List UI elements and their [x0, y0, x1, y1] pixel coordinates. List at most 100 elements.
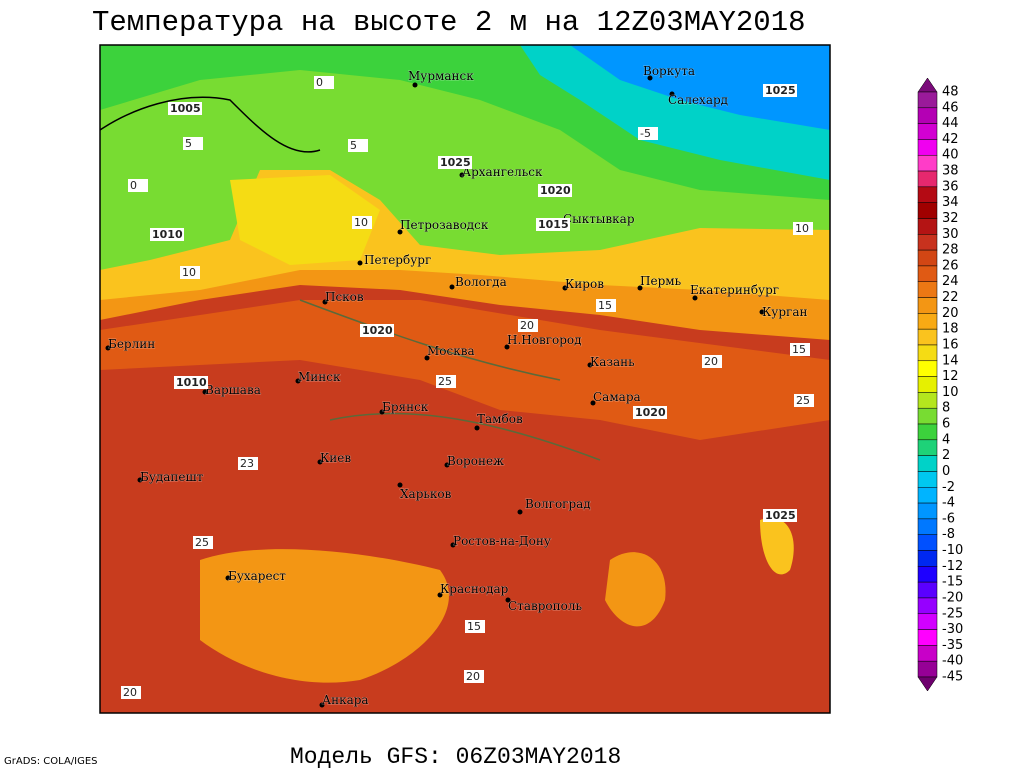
colorbar-segment	[917, 566, 938, 583]
temperature-field	[100, 45, 830, 713]
isotherm-label-box	[352, 216, 372, 229]
city-dot	[637, 285, 643, 291]
city-label: Волгоград	[525, 497, 591, 511]
city-dot	[587, 362, 593, 368]
field-blue	[570, 45, 830, 130]
city-dot	[562, 285, 568, 291]
colorbar-segment	[917, 313, 938, 330]
colorbar-label: 12	[942, 369, 959, 384]
field-orange	[100, 300, 830, 440]
isotherm-label: 20	[466, 670, 480, 683]
city-label: Харьков	[400, 487, 452, 501]
colorbar-label: 32	[942, 211, 959, 226]
colorbar-label: 46	[942, 100, 959, 115]
isotherm-label: 10	[182, 266, 196, 279]
city-dot	[424, 355, 430, 361]
city-dot	[437, 592, 443, 598]
colorbar-label: -2	[942, 480, 955, 495]
city-label: Самара	[593, 390, 641, 404]
city-label: Сыктывкар	[563, 212, 635, 226]
city-label: Будапешт	[140, 470, 204, 484]
colorbar-segment	[917, 234, 938, 251]
city-label: Минск	[298, 370, 341, 384]
isobar-label-box	[150, 228, 184, 241]
isotherm-label: 10	[795, 222, 809, 235]
isotherm-label-box	[180, 266, 200, 279]
colorbar-segment	[917, 550, 938, 567]
isobar-label-box	[174, 376, 208, 389]
isotherm-label: 5	[185, 137, 192, 150]
isobar-label: 1020	[635, 406, 666, 419]
title: Температура на высоте 2 м на 12Z03MAY201…	[92, 6, 806, 39]
city-label: Казань	[590, 355, 635, 369]
colorbar-segment	[917, 392, 938, 409]
isotherm-label-box	[436, 375, 456, 388]
city-label: Н.Новгород	[507, 333, 582, 347]
isotherm-label-box	[183, 137, 203, 150]
isotherm-label: 25	[438, 375, 452, 388]
colorbar-label: -25	[942, 606, 963, 621]
colorbar-label: 2	[942, 448, 950, 463]
isotherm-label-box	[518, 319, 538, 332]
colorbar-segment	[917, 518, 938, 535]
colorbar-segment	[917, 645, 938, 662]
isobar-label: 1020	[540, 184, 571, 197]
city-label: Киров	[565, 277, 604, 291]
caspian-sea	[605, 552, 666, 627]
colorbar-segment	[917, 139, 938, 156]
city-dot	[450, 542, 456, 548]
city-dot	[379, 409, 385, 415]
colorbar-segment	[917, 249, 938, 267]
colorbar-label: -6	[942, 511, 955, 526]
colorbar-label: -30	[942, 622, 963, 637]
colorbar-label: -35	[942, 638, 963, 653]
colorbar-label: 8	[942, 401, 950, 416]
isotherm-label-box	[348, 139, 368, 152]
colorbar-label: -8	[942, 527, 955, 542]
colorbar-segment	[917, 186, 938, 203]
colorbar-segment	[917, 107, 938, 124]
city-label: Бухарест	[228, 569, 286, 583]
city-dot	[317, 459, 323, 465]
isobar-line	[299, 299, 601, 461]
colorbar-label: -20	[942, 590, 963, 605]
city-label: Киев	[320, 451, 351, 465]
isotherm-label: -5	[640, 127, 651, 140]
colorbar-label: 18	[942, 322, 959, 337]
isotherm-label: 10	[354, 216, 368, 229]
colorbar-label: -15	[942, 575, 963, 590]
isobar-label-box	[168, 102, 202, 115]
colorbar-label: 10	[942, 385, 959, 400]
isobar-label: 1025	[765, 509, 796, 522]
isobar-label-box	[538, 184, 572, 197]
city-dot	[444, 462, 450, 468]
city-label: Петрозаводск	[400, 218, 489, 232]
colorbar-cap	[917, 77, 938, 93]
city-label: Ростов-на-Дону	[453, 534, 551, 548]
isotherm-label: 25	[796, 394, 810, 407]
colorbar-label: 0	[942, 464, 950, 479]
city-label: Воронеж	[447, 454, 504, 468]
isobar-label-box	[763, 84, 797, 97]
isobar-label-box	[360, 324, 394, 337]
isotherm-label: 15	[792, 343, 806, 356]
colorbar-label: -45	[942, 670, 963, 685]
colorbar-segment	[917, 455, 938, 472]
isotherm-label: 20	[123, 686, 137, 699]
isotherm-label-box	[638, 127, 658, 140]
colorbar-segment	[917, 471, 938, 488]
city-label: Анкара	[322, 693, 369, 707]
isotherm-label-box	[193, 536, 213, 549]
city-dot	[319, 702, 325, 708]
colorbar-label: 16	[942, 337, 959, 352]
black-sea	[200, 549, 449, 683]
isotherm-label: 25	[195, 536, 209, 549]
colorbar-segment	[917, 376, 938, 393]
city-dot	[517, 509, 523, 515]
isotherm-label: 0	[130, 179, 137, 192]
isobar-label: 1025	[765, 84, 796, 97]
isotherm-label-box	[465, 620, 485, 633]
city-label: Берлин	[108, 337, 155, 351]
